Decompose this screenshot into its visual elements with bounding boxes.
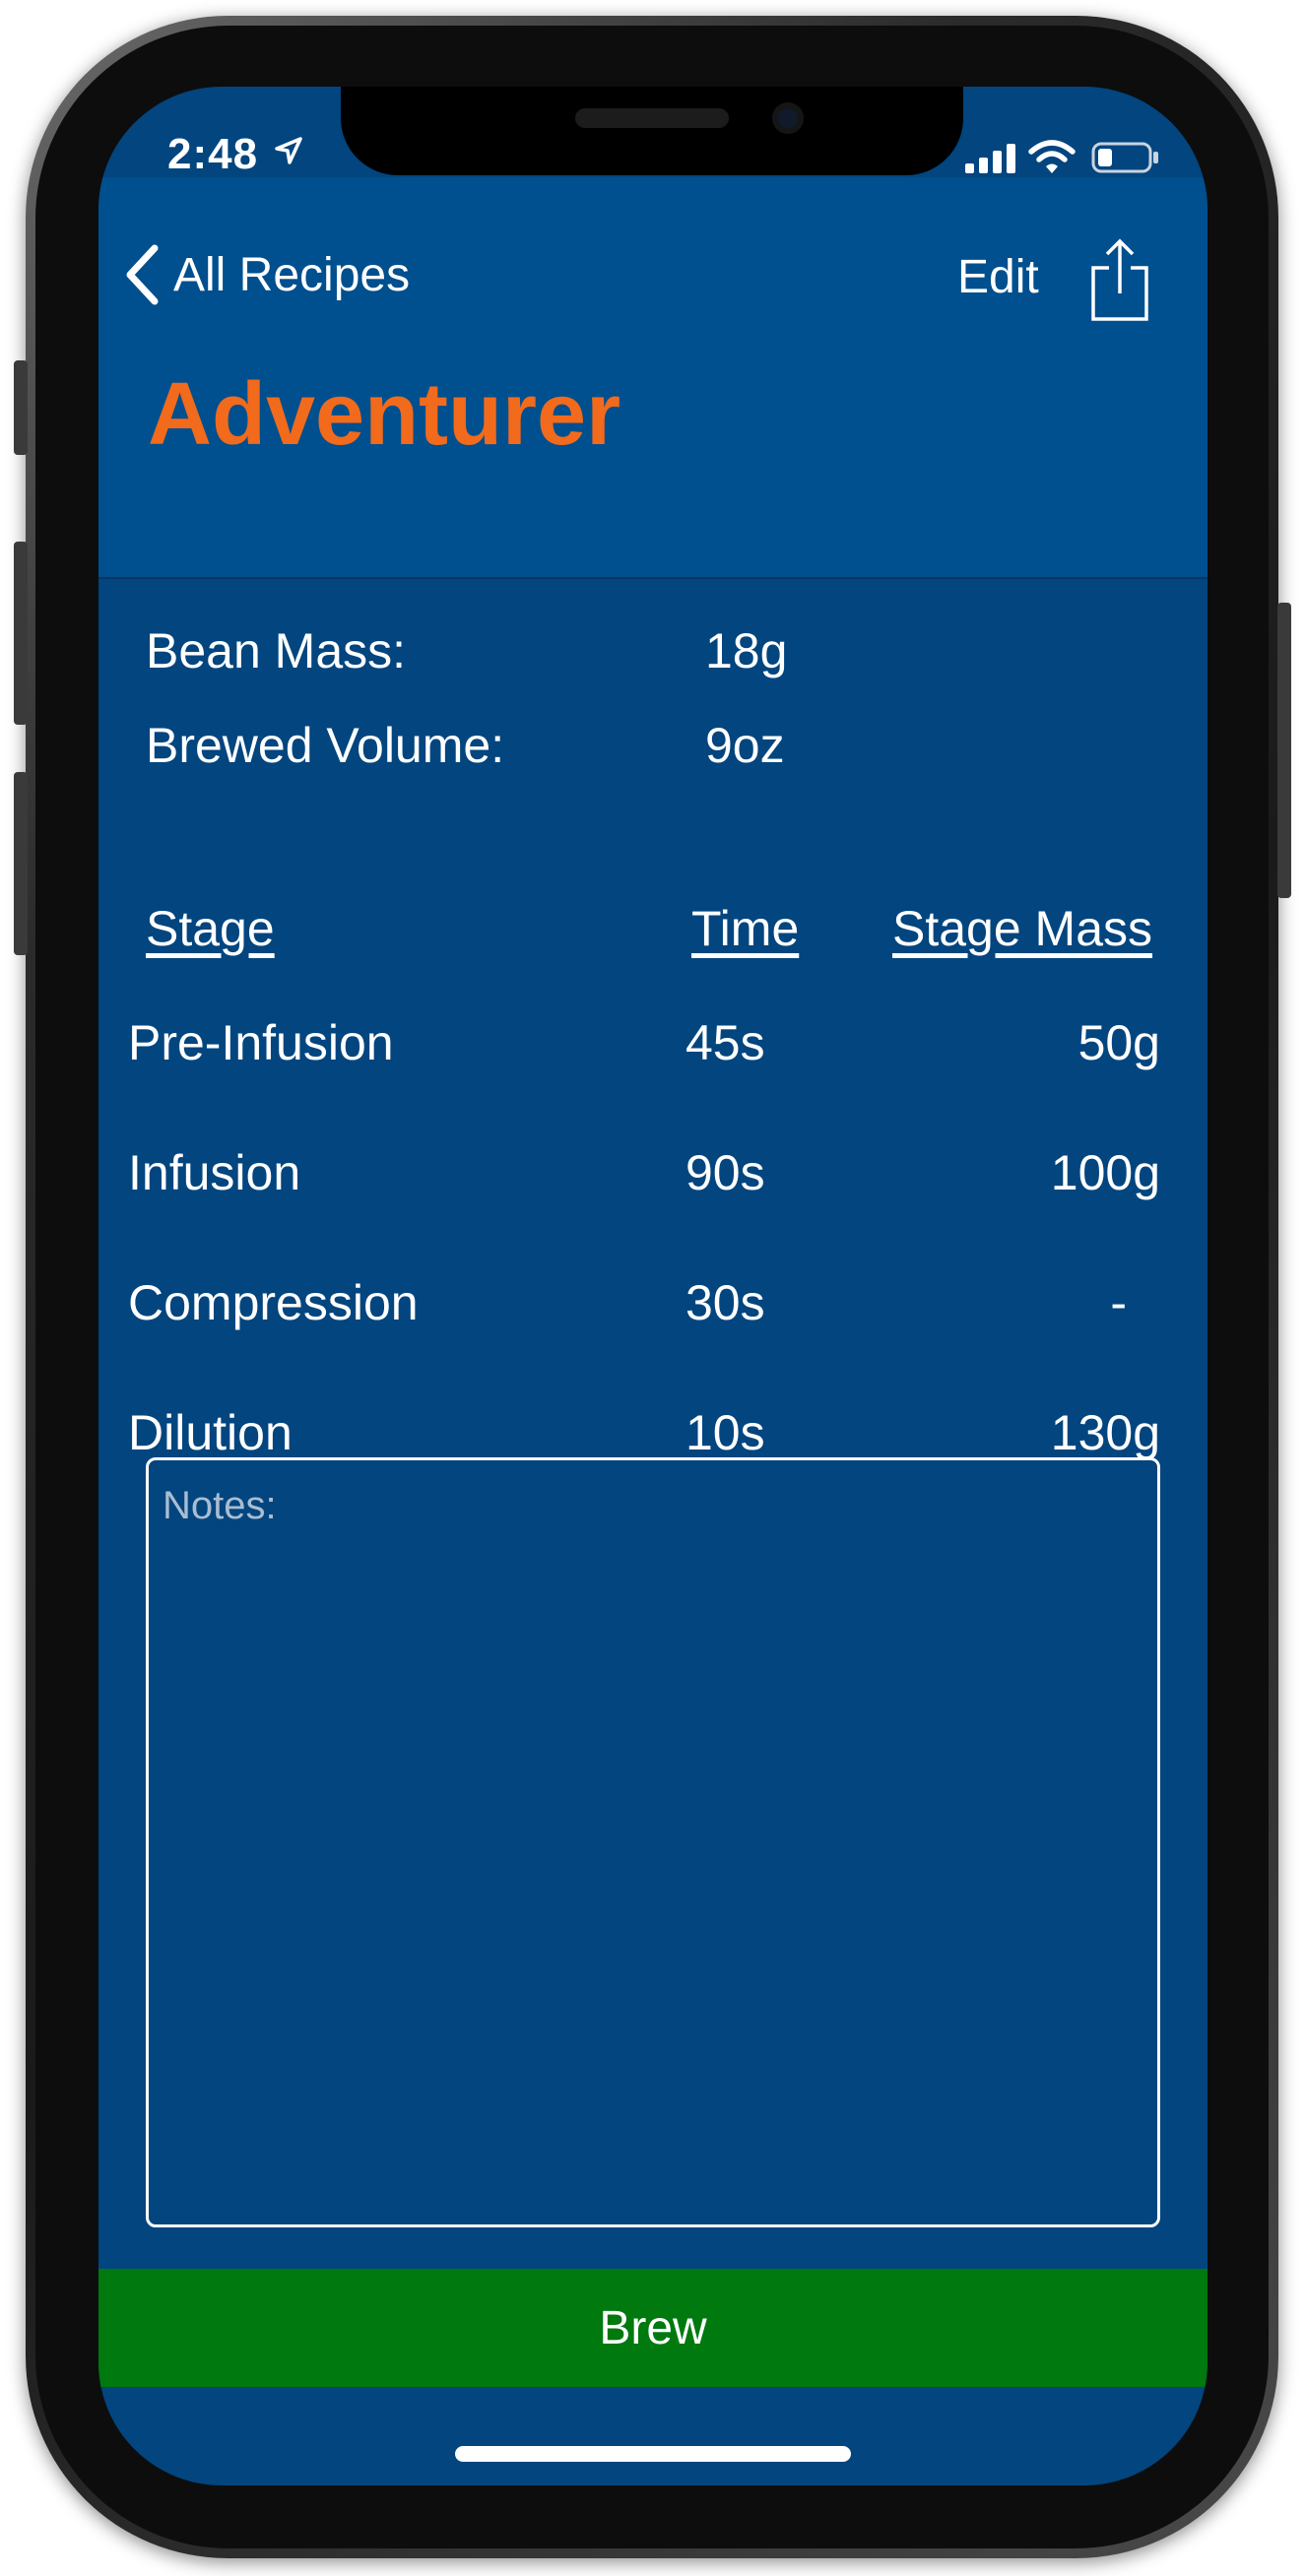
brewed-volume-value: 9oz [705,718,785,773]
stage-mass: - [1110,1275,1127,1330]
power-button [1277,603,1291,898]
status-time: 2:48 [167,130,259,178]
stage-time: 30s [685,1275,765,1330]
volume-down-button [14,772,28,955]
app-screen: 2:48 [98,87,1207,2485]
notes-placeholder: Notes: [163,1484,277,1527]
stage-name: Dilution [128,1405,293,1460]
stage-name: Compression [128,1275,419,1330]
silent-switch [14,360,28,455]
location-arrow-icon [274,136,303,170]
notch [341,87,963,175]
wifi-icon [1028,140,1076,180]
battery-icon [1091,142,1160,178]
stage-mass-column-header: Stage Mass [892,901,1153,956]
status-bar: 2:48 [98,87,1207,180]
notes-field[interactable]: Notes: [146,1457,1160,2227]
time-column-header: Time [691,901,800,956]
brewed-volume-label: Brewed Volume: [146,718,505,773]
share-button[interactable] [1087,238,1152,328]
stage-time: 45s [685,1015,765,1070]
home-indicator[interactable] [455,2446,851,2462]
stage-name: Pre-Infusion [128,1015,394,1070]
chevron-left-icon [126,244,159,305]
back-button-label: All Recipes [173,248,411,301]
share-icon [1091,238,1148,321]
bean-mass-label: Bean Mass: [146,623,407,678]
stage-mass: 130g [1050,1405,1160,1460]
stage-time: 90s [685,1145,765,1200]
brew-button[interactable]: Brew [98,2269,1207,2387]
navigation-bar [98,177,1207,577]
volume-up-button [14,542,28,725]
stage-mass: 50g [1077,1015,1160,1070]
edit-button[interactable]: Edit [957,251,1039,303]
front-camera [772,102,804,134]
back-button[interactable]: All Recipes [124,244,410,305]
speaker [575,108,729,128]
bean-mass-value: 18g [705,623,788,678]
stage-time: 10s [685,1405,765,1460]
recipe-title: Adventurer [148,365,621,464]
signal-icon [965,144,1016,178]
stage-name: Infusion [128,1145,301,1200]
stage-mass: 100g [1050,1145,1160,1200]
brew-button-label: Brew [599,2301,707,2354]
stage-column-header: Stage [146,901,275,956]
nav-divider [98,577,1207,579]
